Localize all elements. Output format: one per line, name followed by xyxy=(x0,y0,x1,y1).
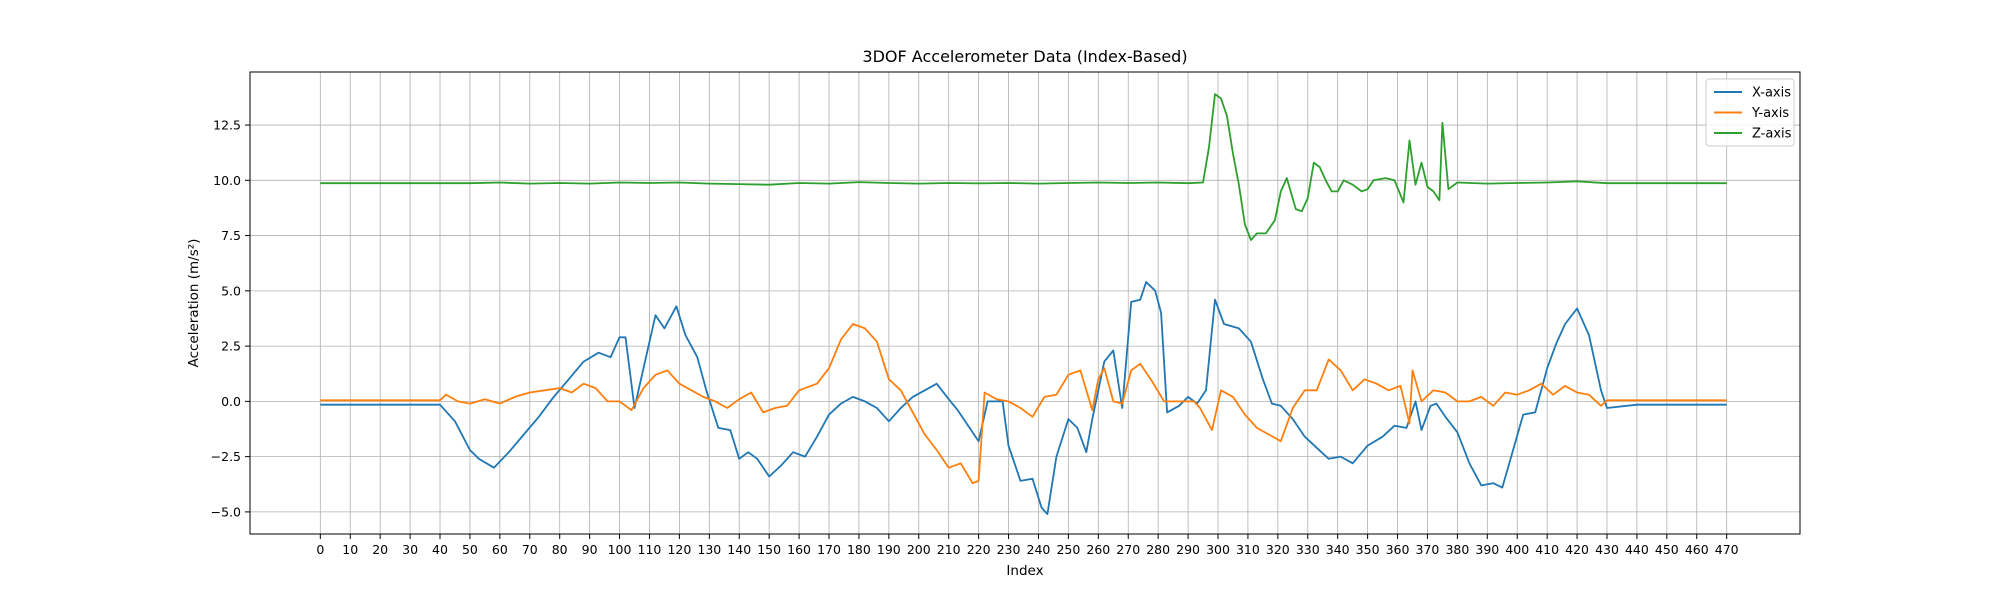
x-tick-label: 130 xyxy=(697,542,721,557)
x-tick-label: 420 xyxy=(1565,542,1589,557)
x-tick-label: 120 xyxy=(667,542,691,557)
x-tick-label: 210 xyxy=(937,542,961,557)
x-tick-label: 300 xyxy=(1206,542,1230,557)
x-tick-label: 350 xyxy=(1356,542,1380,557)
x-tick-label: 0 xyxy=(316,542,324,557)
x-tick-label: 150 xyxy=(757,542,781,557)
x-tick-label: 460 xyxy=(1685,542,1709,557)
x-tick-label: 340 xyxy=(1326,542,1350,557)
x-tick-label: 80 xyxy=(552,542,568,557)
legend-box xyxy=(1705,78,1795,147)
x-tick-label: 70 xyxy=(522,542,538,557)
x-tick-label: 400 xyxy=(1505,542,1529,557)
legend-label: X-axis xyxy=(1752,86,1791,101)
x-tick-label: 390 xyxy=(1475,542,1499,557)
y-tick-label: 10.0 xyxy=(213,173,241,188)
y-tick-label: 2.5 xyxy=(221,339,241,354)
chart-title: 3DOF Accelerometer Data (Index-Based) xyxy=(862,47,1187,66)
x-tick-label: 60 xyxy=(492,542,508,557)
series-line-z-axis xyxy=(320,93,1727,241)
y-tick-label: 0.0 xyxy=(221,394,241,409)
y-axis-label: Acceleration (m/s²) xyxy=(186,239,202,368)
x-tick-label: 410 xyxy=(1535,542,1559,557)
x-tick-label: 260 xyxy=(1086,542,1110,557)
series-line-x-axis xyxy=(320,281,1727,515)
x-tick-label: 430 xyxy=(1595,542,1619,557)
x-tick-label: 10 xyxy=(342,542,358,557)
x-tick-label: 200 xyxy=(907,542,931,557)
x-tick-label: 30 xyxy=(402,542,418,557)
plot-frame xyxy=(249,71,1801,535)
x-tick-label: 290 xyxy=(1176,542,1200,557)
series-lines xyxy=(320,93,1727,515)
x-tick-label: 100 xyxy=(608,542,632,557)
x-tick-label: 440 xyxy=(1625,542,1649,557)
x-tick-label: 40 xyxy=(432,542,448,557)
legend: X-axis Y-axis Z-axis xyxy=(1705,78,1795,147)
x-tick-label: 310 xyxy=(1236,542,1260,557)
x-tick-label: 160 xyxy=(787,542,811,557)
axis-ticks: 0 10 20 30 40 50 60 70 80 90 100 110 120 130 140 150 160… xyxy=(211,118,1739,557)
x-tick-label: 20 xyxy=(372,542,388,557)
x-tick-label: 250 xyxy=(1056,542,1080,557)
x-tick-label: 220 xyxy=(967,542,991,557)
y-tick-label: −2.5 xyxy=(211,449,241,464)
x-tick-label: 370 xyxy=(1416,542,1440,557)
x-tick-label: 450 xyxy=(1655,542,1679,557)
x-tick-label: 170 xyxy=(817,542,841,557)
x-tick-label: 380 xyxy=(1445,542,1469,557)
x-tick-label: 240 xyxy=(1027,542,1051,557)
y-tick-label: 7.5 xyxy=(221,228,241,243)
x-tick-label: 140 xyxy=(727,542,751,557)
x-tick-label: 270 xyxy=(1116,542,1140,557)
grid xyxy=(250,72,1800,534)
y-tick-label: 5.0 xyxy=(221,283,241,298)
x-tick-label: 190 xyxy=(877,542,901,557)
x-tick-label: 360 xyxy=(1386,542,1410,557)
x-tick-label: 280 xyxy=(1146,542,1170,557)
x-tick-label: 470 xyxy=(1715,542,1739,557)
x-tick-label: 330 xyxy=(1296,542,1320,557)
series-line-y-axis xyxy=(320,323,1727,485)
x-tick-label: 50 xyxy=(462,542,478,557)
x-tick-label: 320 xyxy=(1266,542,1290,557)
x-tick-label: 110 xyxy=(638,542,662,557)
x-tick-label: 230 xyxy=(997,542,1021,557)
x-tick-label: 180 xyxy=(847,542,871,557)
y-tick-label: −5.0 xyxy=(211,504,241,519)
y-tick-label: 12.5 xyxy=(213,118,241,133)
x-axis-label: Index xyxy=(1006,563,1043,579)
legend-label: Y-axis xyxy=(1751,106,1789,121)
x-tick-label: 90 xyxy=(582,542,598,557)
legend-label: Z-axis xyxy=(1752,127,1792,142)
